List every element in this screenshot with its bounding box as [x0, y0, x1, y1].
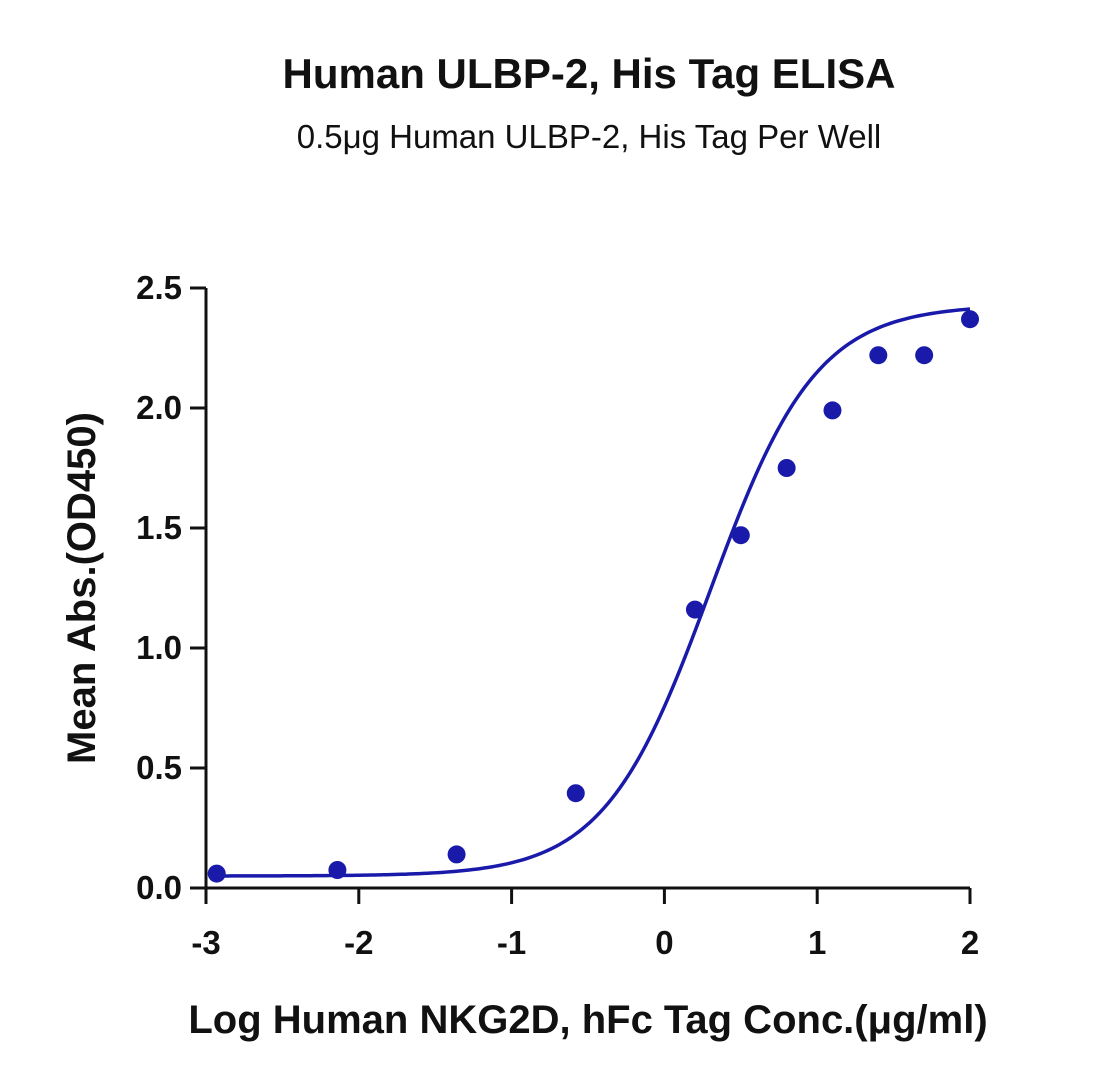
y-tick-label: 1.0	[136, 629, 182, 666]
y-ticks: 0.0 0.5 1.0 1.5 2.0 2.5	[136, 269, 206, 906]
y-tick-label: 1.5	[136, 509, 182, 546]
y-tick-label: 2.0	[136, 389, 182, 426]
x-tick-label: -3	[191, 924, 220, 961]
chart-subtitle: 0.5μg Human ULBP-2, His Tag Per Well	[296, 118, 882, 155]
fit-curve	[216, 307, 971, 878]
y-tick-label: 0.5	[136, 749, 182, 786]
x-axis-label: Log Human NKG2D, hFc Tag Conc.(μg/ml)	[188, 998, 987, 1042]
axes	[204, 288, 970, 890]
data-point	[207, 864, 226, 883]
x-ticks: -3 -2 -1 0 1 2	[191, 888, 979, 961]
data-point	[328, 861, 347, 879]
y-tick-label: 0.0	[136, 869, 182, 906]
x-tick-label: 0	[655, 924, 673, 961]
x-tick-label: -2	[344, 924, 373, 961]
data-point	[777, 459, 796, 477]
data-point	[961, 310, 979, 329]
data-point	[447, 845, 466, 864]
data-point	[566, 784, 585, 803]
x-tick-label: 2	[961, 924, 979, 961]
data-point	[685, 600, 704, 619]
data-point	[823, 401, 842, 420]
y-axis-label: Mean Abs.(OD450)	[60, 412, 104, 764]
data-point	[869, 346, 888, 365]
data-point	[915, 346, 934, 365]
y-tick-label: 2.5	[136, 269, 182, 306]
chart-title: Human ULBP-2, His Tag ELISA	[282, 50, 896, 97]
x-tick-label: -1	[497, 924, 526, 961]
data-point	[731, 526, 750, 545]
data-points	[207, 310, 979, 883]
x-tick-label: 1	[808, 924, 826, 961]
